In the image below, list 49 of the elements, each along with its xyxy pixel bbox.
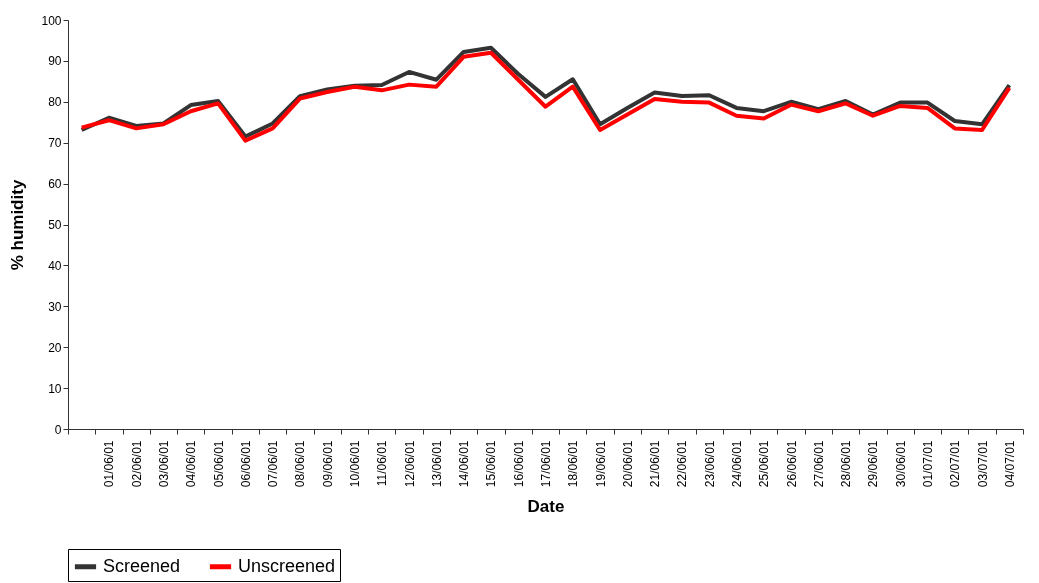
x-tick-label: 26/06/01: [784, 440, 799, 488]
x-tick-label: 09/06/01: [320, 440, 335, 488]
x-tick-label: 25/06/01: [757, 440, 772, 488]
x-tick-label: 20/06/01: [620, 440, 635, 488]
x-tick-label: 13/06/01: [429, 440, 444, 488]
x-tick-label: 06/06/01: [238, 440, 253, 488]
x-tick-label: 02/07/01: [948, 440, 963, 488]
y-tick-label: 50: [48, 218, 62, 232]
y-axis-title: % humidity: [8, 179, 28, 271]
x-tick-label: 15/06/01: [484, 440, 499, 488]
x-tick-label: 03/07/01: [975, 440, 990, 488]
legend-label: Unscreened: [238, 555, 336, 576]
x-tick-label: 22/06/01: [675, 440, 690, 488]
x-tick-label: 30/06/01: [893, 440, 908, 488]
x-tick-label: 12/06/01: [402, 440, 417, 488]
x-tick-label: 10/06/01: [348, 440, 362, 488]
x-tick-label: 03/06/01: [157, 440, 171, 488]
x-tick-label: 01/07/01: [921, 440, 935, 488]
x-tick-label: 01/06/01: [102, 440, 117, 488]
y-tick-label: 90: [48, 54, 62, 69]
y-tick-label: 40: [48, 258, 62, 273]
legend-label: Screened: [103, 555, 181, 576]
x-axis-title: Date: [527, 497, 565, 517]
y-tick-label: 100: [41, 13, 62, 28]
x-tick-label: 11/06/01: [375, 440, 390, 487]
y-tick-label: 0: [54, 422, 62, 437]
x-tick-label: 28/06/01: [839, 440, 854, 488]
y-tick-label: 30: [48, 299, 62, 314]
x-tick-label: 08/06/01: [293, 440, 308, 488]
x-tick-label: 05/06/01: [211, 440, 226, 488]
x-tick-label: 14/06/01: [457, 440, 472, 488]
y-tick-label: 20: [48, 340, 62, 355]
x-tick-label: 21/06/01: [648, 440, 663, 488]
x-tick-label: 04/07/01: [1002, 440, 1017, 488]
x-tick-label: 23/06/01: [702, 440, 717, 488]
x-tick-label: 29/06/01: [866, 440, 881, 488]
x-tick-label: 18/06/01: [566, 440, 581, 488]
x-tick-label: 27/06/01: [811, 440, 826, 488]
y-tick-label: 10: [48, 381, 62, 396]
x-tick-label: 19/06/01: [593, 440, 608, 488]
x-tick-label: 02/06/01: [129, 440, 144, 488]
y-tick-label: 70: [48, 136, 62, 151]
x-tick-label: 07/06/01: [266, 440, 281, 488]
x-tick-label: 16/06/01: [511, 440, 526, 488]
y-tick-label: 60: [48, 177, 62, 192]
x-tick-label: 17/06/01: [539, 440, 553, 488]
x-tick-label: 24/06/01: [730, 440, 744, 488]
y-tick-label: 80: [48, 95, 62, 110]
x-tick-label: 04/06/01: [184, 440, 199, 488]
